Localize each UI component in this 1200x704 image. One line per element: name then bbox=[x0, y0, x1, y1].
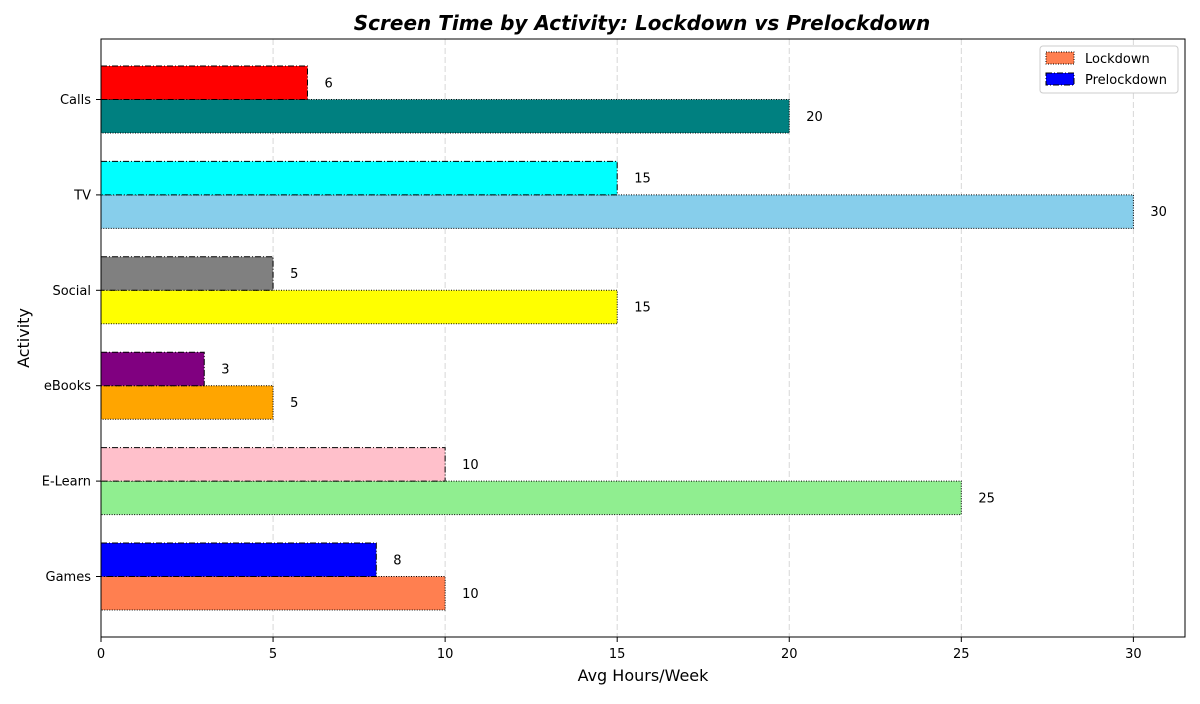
data-label-lockdown-games: 10 bbox=[462, 587, 479, 602]
bar-lockdown-tv bbox=[100, 194, 1134, 229]
bar-prelockdown-ebooks bbox=[100, 351, 205, 387]
y-tick-label-ebooks: eBooks bbox=[44, 379, 91, 394]
legend-swatch-prelockdown bbox=[1045, 72, 1075, 86]
x-tick-label: 10 bbox=[437, 647, 454, 662]
y-axis-ticks: Games E-Learn eBooks Social TV Calls bbox=[42, 93, 101, 585]
bars: 10 25 5 15 30 20 8 10 3 5 15 6 bbox=[100, 65, 1167, 611]
plot-frame bbox=[100, 38, 1186, 638]
bar-lockdown-e-learn bbox=[100, 480, 962, 516]
bar-prelockdown-games bbox=[100, 542, 377, 577]
y-axis-label: Activity bbox=[14, 308, 33, 368]
x-tick-label: 5 bbox=[269, 647, 277, 662]
legend-swatch-lockdown bbox=[1045, 51, 1075, 65]
bar-prelockdown-e-learn bbox=[100, 447, 446, 482]
y-tick-label-social: Social bbox=[52, 284, 91, 299]
grid-lines bbox=[100, 39, 1134, 637]
data-label-prelockdown-games: 8 bbox=[393, 553, 401, 568]
x-axis-label: Avg Hours/Week bbox=[578, 666, 710, 685]
y-tick-label-tv: TV bbox=[73, 188, 91, 203]
y-tick-label-games: Games bbox=[46, 570, 92, 585]
legend-label-lockdown: Lockdown bbox=[1085, 52, 1150, 67]
x-tick-label: 25 bbox=[953, 647, 970, 662]
data-label-lockdown-calls: 20 bbox=[806, 110, 823, 125]
legend: Lockdown Prelockdown bbox=[1039, 45, 1179, 94]
bar-prelockdown-tv bbox=[100, 160, 618, 196]
y-tick-label-calls: Calls bbox=[60, 93, 91, 108]
y-tick-label-e-learn: E-Learn bbox=[42, 475, 91, 490]
data-label-prelockdown-tv: 15 bbox=[634, 172, 651, 187]
data-label-prelockdown-social: 5 bbox=[290, 267, 298, 282]
bar-prelockdown-calls bbox=[100, 65, 308, 100]
bar-lockdown-calls bbox=[100, 99, 790, 134]
data-label-prelockdown-ebooks: 3 bbox=[221, 362, 229, 377]
data-label-prelockdown-e-learn: 10 bbox=[462, 458, 479, 473]
bar-lockdown-games bbox=[100, 576, 446, 611]
x-tick-label: 0 bbox=[97, 647, 105, 662]
x-tick-label: 15 bbox=[609, 647, 626, 662]
x-tick-label: 30 bbox=[1125, 647, 1142, 662]
data-label-prelockdown-calls: 6 bbox=[324, 76, 332, 91]
bar-prelockdown-social bbox=[100, 256, 274, 291]
x-axis-ticks: 0 5 10 15 20 25 30 bbox=[97, 637, 1142, 662]
bar-lockdown-ebooks bbox=[100, 385, 274, 420]
bar-lockdown-social bbox=[100, 289, 618, 325]
data-label-lockdown-ebooks: 5 bbox=[290, 396, 298, 411]
data-label-lockdown-e-learn: 25 bbox=[978, 491, 995, 506]
x-tick-label: 20 bbox=[781, 647, 798, 662]
legend-label-prelockdown: Prelockdown bbox=[1085, 73, 1167, 88]
data-label-lockdown-social: 15 bbox=[634, 301, 651, 316]
chart-title: Screen Time by Activity: Lockdown vs Pre… bbox=[354, 11, 931, 35]
data-label-lockdown-tv: 30 bbox=[1150, 205, 1167, 220]
